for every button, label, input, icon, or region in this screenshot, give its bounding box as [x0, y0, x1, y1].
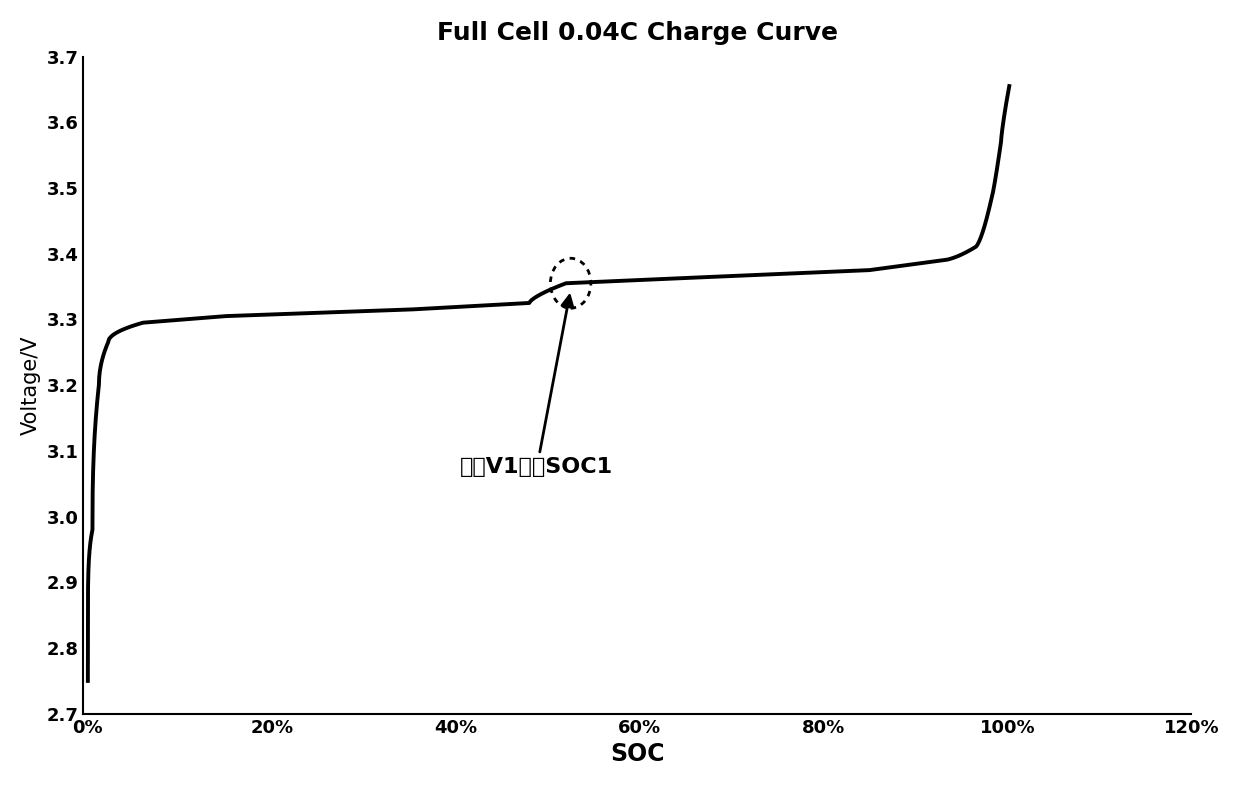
- Text: 获取V1对应SOC1: 获取V1对应SOC1: [460, 296, 614, 478]
- Y-axis label: Voltage/V: Voltage/V: [21, 335, 41, 435]
- X-axis label: SOC: SOC: [610, 742, 665, 767]
- Title: Full Cell 0.04C Charge Curve: Full Cell 0.04C Charge Curve: [436, 20, 838, 45]
